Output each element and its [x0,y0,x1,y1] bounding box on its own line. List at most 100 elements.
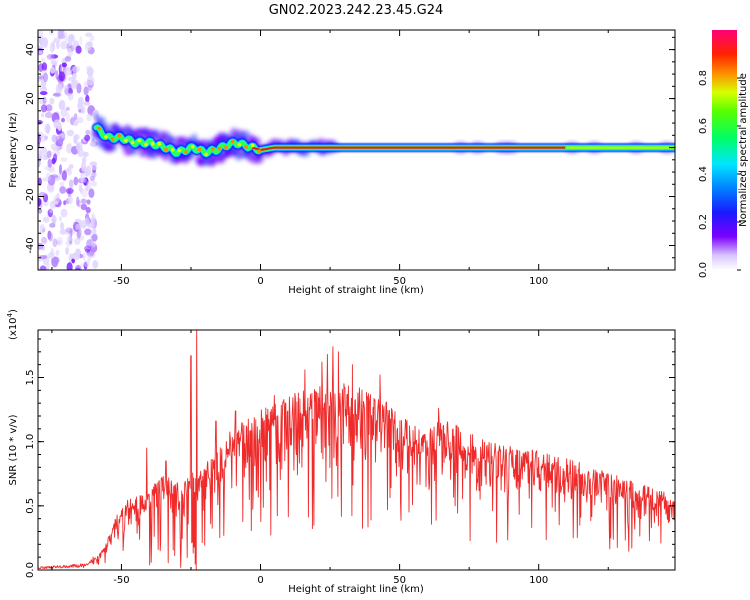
noise-blob [68,179,74,189]
noise-blob [80,198,87,204]
noise-blob [50,174,59,179]
noise-blob [85,248,91,253]
line-peak [117,133,121,138]
noise-blob [89,161,98,167]
noise-blob [80,220,87,229]
x-tick-label: -50 [113,276,129,287]
noise-blob [52,92,61,97]
colorbar-tick-label: 0.6 [698,118,709,134]
noise-blob [42,177,47,183]
noise-blob [65,66,70,72]
noise-blob [86,71,94,76]
x-tick-label: 0 [257,575,263,586]
y-tick-label: 0.5 [25,498,36,514]
x-tick-label: 100 [529,575,548,586]
noise-blob [68,195,73,205]
noise-blob [80,203,88,211]
noise-blob [51,215,56,220]
y-tick-label: 1.0 [25,434,36,450]
noise-blob [67,169,72,176]
noise-blob [58,164,63,175]
noise-blob [48,231,53,242]
snr-x-ticks: -50 0 50 100 [51,330,609,586]
line-peak [124,138,128,143]
noise-blob [86,75,95,86]
chart-title: GN02.2023.242.23.45.G24 [269,3,444,18]
noise-blob [63,200,67,206]
main-frequency-line [91,113,675,167]
noise-blob [38,208,43,214]
y-tick-label: -20 [25,188,36,204]
noise-blob [57,75,64,83]
noise-blob [52,238,58,248]
noise-blob [60,223,65,231]
noise-blob [44,112,53,119]
line-peak [250,143,255,148]
noise-blob [49,223,56,228]
noise-blob [59,186,67,194]
line-peak [184,150,188,154]
noise-blob [55,83,63,94]
noise-blob [73,176,79,186]
noise-blob [66,143,73,154]
noise-blob [63,85,69,95]
noise-blob [39,255,48,260]
line-peak [104,135,108,139]
noise-blob [53,119,61,129]
line-peak [257,149,262,153]
snr-x-axis-label: Height of straight line (km) [288,584,424,595]
noise-blob [86,67,95,74]
noise-blob [91,165,98,171]
noise-blob [76,229,81,240]
y-tick-label: 40 [25,43,36,56]
snr-frame [37,329,676,571]
snr-plot-area [38,330,675,570]
noise-blob [49,42,55,54]
noise-blob [91,172,97,178]
noise-blob [89,141,98,147]
noise-blob [41,113,45,118]
noise-blob [53,153,58,163]
noise-blob [77,147,84,158]
noise-blob [67,93,74,101]
noise-blob [38,120,43,125]
noise-blob [38,30,44,40]
x-tick-label: 100 [529,276,548,287]
noise-blob [69,228,73,238]
colorbar-tick-label: 0.4 [698,166,709,182]
noise-blob [66,129,75,137]
noise-blob [47,252,55,259]
line-peak [137,138,142,143]
noise-blob [38,50,43,55]
y-tick-label: 0.0 [25,562,36,578]
noise-blob [58,216,63,222]
noise-blob [38,242,44,250]
noise-blob [47,158,53,168]
noise-blob [53,194,61,204]
noise-blob [84,228,92,236]
noise-blob [91,234,98,242]
noise-blob [65,246,69,255]
noise-blob [92,260,99,269]
noise-blob [51,256,59,268]
noise-blob [83,151,89,158]
line-peak [210,147,215,151]
noise-blob [68,88,73,95]
noise-blob [64,32,68,44]
noise-blob [72,66,80,73]
noise-blob [82,252,86,261]
spectrogram-panel: -50 0 50 100 -40 -20 0 20 40 Height of straight… [8,29,676,296]
line-peak [217,146,222,151]
colorbar-ticks: 0.0 0.2 0.4 0.6 0.8 [698,70,741,278]
noise-blob [42,216,50,223]
noise-blob [39,91,48,96]
noise-blob [84,134,91,142]
noise-blob [74,237,81,246]
noise-blob [87,254,92,262]
noise-blob [90,175,95,182]
noise-blob [84,41,92,51]
spectrogram-frame [37,29,676,271]
noise-blob [75,223,80,230]
y-tick-label: 20 [25,92,36,105]
